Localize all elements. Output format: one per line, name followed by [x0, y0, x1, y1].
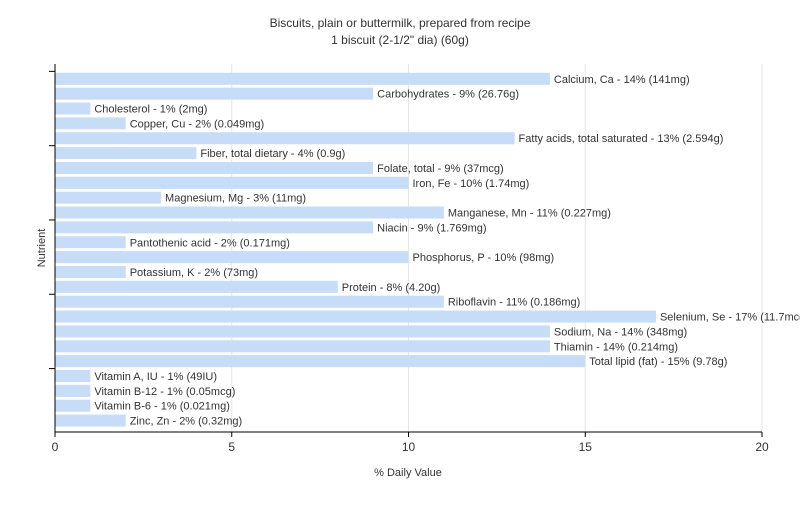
x-axis-label: % Daily Value — [374, 467, 442, 479]
x-tick-label: 15 — [579, 440, 593, 454]
bar-label: Thiamin - 14% (0.214mg) — [554, 341, 678, 353]
bar-label: Pantothenic acid - 2% (0.171mg) — [130, 237, 290, 249]
bar-label: Manganese, Mn - 11% (0.227mg) — [448, 208, 611, 220]
chart-title: Biscuits, plain or buttermilk, prepared … — [270, 16, 531, 30]
bar-label: Iron, Fe - 10% (1.74mg) — [413, 178, 530, 190]
bar — [55, 147, 197, 160]
bar-label: Magnesium, Mg - 3% (11mg) — [165, 193, 306, 205]
bar-label: Sodium, Na - 14% (348mg) — [554, 326, 687, 338]
bar-label: Potassium, K - 2% (73mg) — [130, 267, 258, 279]
axes: 0 5 10 15 20 — [49, 64, 769, 454]
bar-label: Selenium, Se - 17% (11.7mcg) — [660, 312, 800, 324]
bar — [55, 132, 515, 145]
bar — [55, 310, 656, 323]
y-axis-label: Nutrient — [36, 229, 48, 268]
bar — [55, 251, 409, 264]
bar — [55, 191, 162, 204]
x-tick-label: 5 — [228, 440, 235, 454]
bar — [55, 206, 444, 219]
bar-label: Zinc, Zn - 2% (0.32mg) — [130, 416, 242, 428]
bar-label: Copper, Cu - 2% (0.049mg) — [130, 118, 265, 130]
x-tick-label: 10 — [402, 440, 416, 454]
bar — [55, 221, 374, 234]
bar-label: Fatty acids, total saturated - 13% (2.59… — [519, 133, 724, 145]
bar — [55, 384, 91, 397]
chart-subtitle: 1 biscuit (2-1/2" dia) (60g) — [331, 33, 469, 47]
bar-label: Carbohydrates - 9% (26.76g) — [377, 89, 519, 101]
grid — [231, 64, 763, 432]
bar — [55, 370, 91, 382]
bar — [55, 236, 126, 249]
bar — [55, 87, 374, 100]
bar — [55, 340, 550, 353]
bar — [55, 295, 444, 308]
bar-label: Calcium, Ca - 14% (141mg) — [554, 74, 690, 86]
bar-label: Fiber, total dietary - 4% (0.9g) — [200, 148, 345, 160]
bar — [55, 325, 550, 338]
bar-label: Vitamin A, IU - 1% (49IU) — [94, 371, 217, 383]
bar — [55, 265, 126, 278]
x-tick-label: 0 — [52, 440, 59, 454]
bar-label: Total lipid (fat) - 15% (9.78g) — [589, 356, 727, 368]
bar-label: Riboflavin - 11% (0.186mg) — [448, 297, 580, 309]
x-tick-label: 20 — [755, 440, 769, 454]
bar — [55, 355, 586, 368]
bars: Calcium, Ca - 14% (141mg) Carbohydrates -… — [55, 72, 800, 428]
bar-label: Niacin - 9% (1.769mg) — [377, 222, 486, 234]
bar-label: Cholesterol - 1% (2mg) — [94, 104, 207, 116]
bar — [55, 102, 91, 115]
bar — [55, 414, 126, 427]
bar — [55, 280, 338, 293]
bar — [55, 117, 126, 130]
bar-label: Folate, total - 9% (37mcg) — [377, 163, 504, 175]
bar-label: Vitamin B-6 - 1% (0.021mg) — [94, 401, 230, 413]
bar — [55, 72, 550, 85]
bar-label: Phosphorus, P - 10% (98mg) — [413, 252, 555, 264]
bar — [55, 399, 91, 412]
bar — [55, 176, 409, 189]
bar-label: Protein - 8% (4.20g) — [342, 282, 440, 294]
bar-label: Vitamin B-12 - 1% (0.05mcg) — [94, 386, 235, 398]
bar — [55, 161, 374, 174]
